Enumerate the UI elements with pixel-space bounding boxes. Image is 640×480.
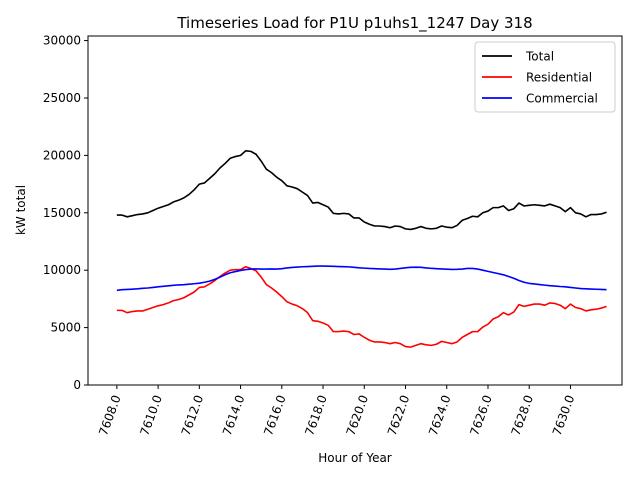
legend-box — [474, 41, 616, 113]
legend-label-residential: Residential — [526, 71, 592, 85]
y-axis-label: kW total — [14, 185, 28, 235]
x-axis-label: Hour of Year — [318, 451, 392, 465]
series-line-total — [116, 150, 607, 231]
legend-label-total: Total — [525, 50, 554, 64]
y-tick-label: 10000 — [43, 263, 81, 277]
y-tick-label: 25000 — [43, 91, 81, 105]
series-line-commercial — [116, 265, 607, 292]
y-tick-label: 15000 — [43, 206, 81, 220]
y-tick-label: 30000 — [43, 34, 81, 48]
legend: Total Residential Commercial — [474, 41, 616, 113]
y-tick-label: 0 — [73, 378, 81, 392]
plot-lines — [116, 150, 607, 348]
y-axis-ticks: 0 5000 10000 15000 20000 25000 30000 — [43, 34, 88, 392]
series-line-residential — [116, 265, 607, 348]
plot-frame — [87, 35, 623, 386]
y-tick-label: 5000 — [50, 321, 81, 335]
y-tick-label: 20000 — [43, 148, 81, 162]
legend-label-commercial: Commercial — [526, 92, 598, 106]
chart-title: Timeseries Load for P1U p1uhs1_1247 Day … — [176, 14, 532, 33]
